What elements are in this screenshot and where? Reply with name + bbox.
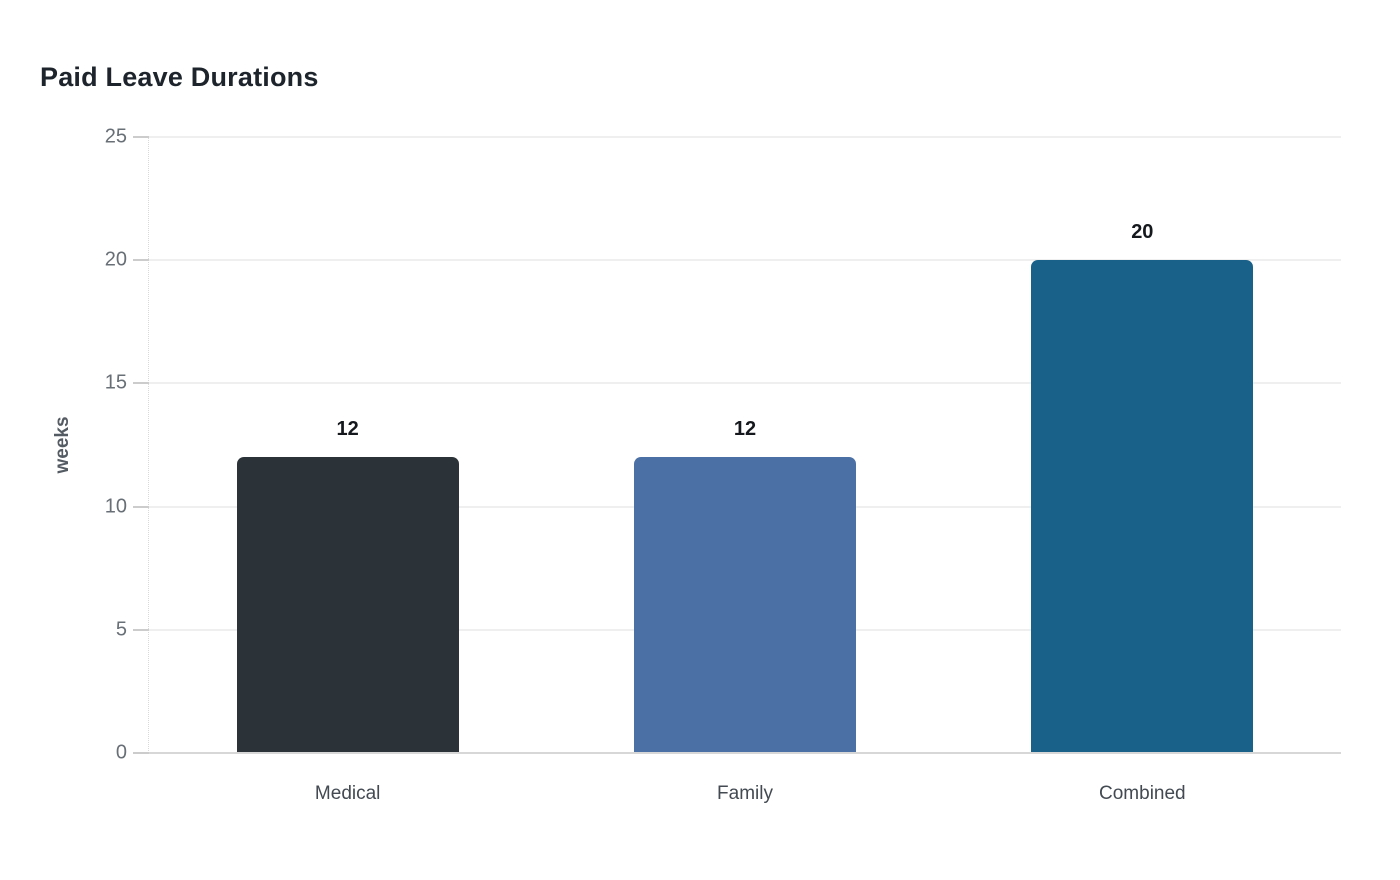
bar-family <box>634 457 856 753</box>
bar-value-label-medical: 12 <box>336 418 359 441</box>
x-axis-label-combined: Combined <box>1099 783 1186 804</box>
bar-value-label-combined: 20 <box>1131 221 1154 244</box>
x-axis-label-medical: Medical <box>314 783 381 804</box>
gridline <box>149 136 1341 138</box>
y-tick-label: 10 <box>104 495 127 518</box>
y-tick-label: 15 <box>104 371 127 394</box>
y-tick-mark <box>133 628 149 631</box>
y-tick-label: 0 <box>115 741 127 764</box>
y-tick-mark <box>133 259 149 262</box>
y-tick-mark <box>133 752 149 754</box>
y-tick-mark <box>133 505 149 508</box>
x-axis-label-family: Family <box>717 783 773 804</box>
y-tick-label: 20 <box>104 248 127 271</box>
bar-value-label-family: 12 <box>733 418 757 441</box>
gridline <box>149 382 1341 385</box>
gridline <box>149 259 1341 262</box>
y-tick-mark <box>133 382 149 385</box>
y-tick-label: 25 <box>104 125 127 148</box>
y-axis-title: weeks <box>52 416 73 474</box>
y-tick-label: 5 <box>115 618 127 641</box>
chart-title: Paid Leave Durations <box>40 62 319 92</box>
plot-area: 0 5 10 15 20 25 12 Medical 12 Family 20 Combined <box>105 126 1341 804</box>
bar-medical <box>236 457 459 753</box>
y-tick-mark <box>133 136 149 138</box>
bar-combined <box>1031 260 1254 753</box>
x-axis-baseline <box>149 752 1341 754</box>
